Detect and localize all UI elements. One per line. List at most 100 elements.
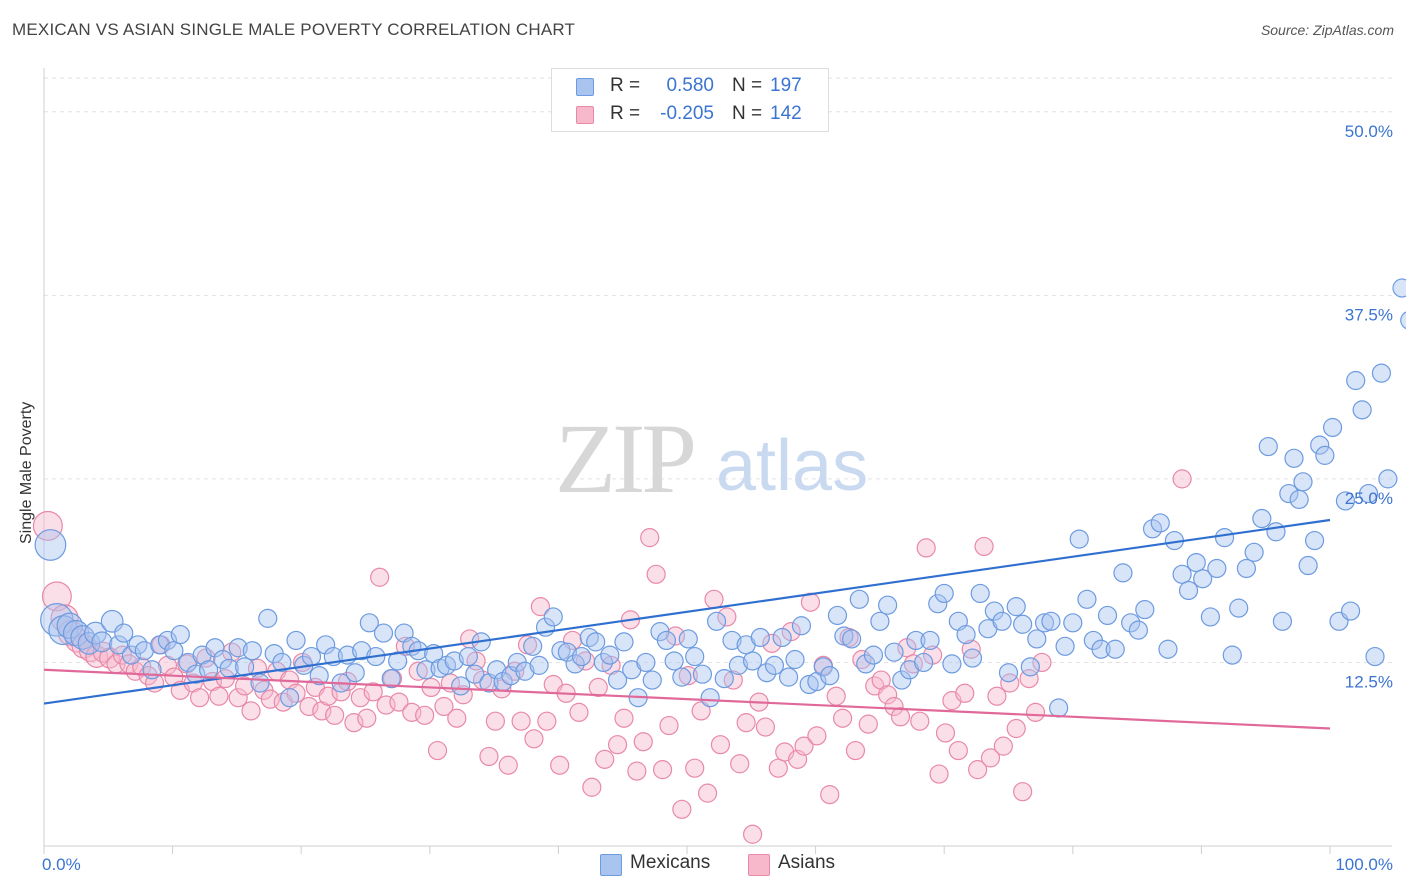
point-mexicans <box>1293 472 1313 492</box>
point-mexicans <box>1113 563 1133 583</box>
point-mexicans <box>1006 597 1026 617</box>
point-mexicans <box>258 608 278 628</box>
point-mexicans <box>1055 636 1075 656</box>
point-mexicans <box>565 654 585 674</box>
point-mexicans <box>1346 370 1366 391</box>
y-tick-label: 37.5% <box>1345 305 1393 324</box>
point-asians <box>993 736 1013 756</box>
point-asians <box>357 708 377 728</box>
point-mexicans <box>1077 589 1097 609</box>
point-asians <box>833 708 853 728</box>
point-mexicans <box>1193 569 1213 589</box>
legend-n-label: N = <box>732 103 763 124</box>
point-mexicans <box>956 624 976 645</box>
point-mexicans <box>1013 614 1033 634</box>
point-asians <box>41 581 72 612</box>
y-tick-label: 25.0% <box>1345 489 1393 508</box>
legend: R = 0.580 N = 197 R = -0.205 N = 142 <box>551 68 829 132</box>
point-asians <box>717 607 737 627</box>
point-mexicans <box>523 636 543 656</box>
y-tick-label: 50.0% <box>1345 122 1393 141</box>
point-asians <box>550 755 570 775</box>
point-asians <box>755 717 776 737</box>
point-mexicans <box>1279 483 1299 504</box>
point-asians <box>652 760 673 780</box>
point-asians <box>884 696 904 717</box>
point-mexicans <box>1244 542 1264 562</box>
point-mexicans <box>878 595 898 615</box>
point-mexicans <box>1222 645 1242 665</box>
point-asians <box>968 760 988 780</box>
point-asians <box>530 597 550 617</box>
point-mexicans <box>1371 363 1392 383</box>
bottom-legend-label: Mexicans <box>630 852 711 873</box>
point-mexicans <box>444 651 464 671</box>
point-asians <box>569 702 589 722</box>
point-asians <box>607 735 628 755</box>
point-asians <box>697 783 718 803</box>
point-mexicans <box>543 607 563 627</box>
point-mexicans <box>842 629 862 649</box>
point-mexicans <box>1200 607 1221 627</box>
point-mexicans <box>250 673 270 693</box>
point-mexicans <box>757 663 777 683</box>
point-mexicans <box>515 661 535 681</box>
point-asians <box>344 713 364 733</box>
point-mexicans <box>465 664 485 684</box>
source-label: Source: ZipAtlas.com <box>1260 22 1394 38</box>
watermark-zip: ZIP <box>555 403 693 514</box>
point-asians <box>511 711 531 731</box>
point-mexicans <box>678 629 698 649</box>
point-asians <box>742 824 763 844</box>
point-mexicans <box>884 642 904 662</box>
point-asians <box>1025 702 1046 722</box>
point-asians <box>794 736 814 756</box>
point-asians <box>588 677 608 698</box>
point-asians <box>447 708 467 728</box>
legend-r-label: R = <box>610 103 641 124</box>
point-asians <box>672 799 692 819</box>
point-asians <box>916 538 936 558</box>
legend-n-label: N = <box>732 75 763 96</box>
point-mexicans <box>614 632 634 652</box>
point-asians <box>762 633 782 653</box>
point-asians <box>485 711 505 731</box>
point-mexicans <box>1027 629 1047 649</box>
y-tick-label: 12.5% <box>1345 672 1393 691</box>
point-mexicans <box>1128 620 1148 640</box>
point-asians <box>389 692 409 712</box>
point-mexicans <box>1236 558 1257 579</box>
point-mexicans <box>272 652 292 673</box>
point-mexicans <box>345 663 365 683</box>
point-mexicans <box>1158 639 1178 659</box>
bottom-legend: Mexicans Asians <box>0 852 1406 876</box>
point-mexicans <box>863 645 884 665</box>
point-mexicans <box>91 631 113 653</box>
point-mexicans <box>186 664 206 684</box>
point-asians <box>736 713 756 733</box>
point-asians <box>325 705 345 725</box>
point-mexicans <box>487 660 507 680</box>
point-asians <box>370 567 390 587</box>
point-asians <box>826 686 846 706</box>
legend-n-value: 197 <box>770 75 802 96</box>
point-asians <box>318 686 338 706</box>
point-mexicans <box>381 668 401 689</box>
point-asians <box>710 735 731 755</box>
point-mexicans <box>920 630 940 651</box>
point-asians <box>209 686 229 706</box>
point-asians <box>980 748 1001 768</box>
point-asians <box>730 754 750 774</box>
point-mexicans <box>1049 698 1069 718</box>
point-mexicans <box>672 667 692 687</box>
point-mexicans <box>685 646 705 667</box>
point-mexicans <box>205 638 225 658</box>
point-mexicans <box>170 624 190 645</box>
point-mexicans <box>942 654 962 674</box>
point-asians <box>948 740 968 761</box>
point-asians <box>640 528 660 548</box>
trend-line-mexicans <box>43 518 1331 705</box>
point-mexicans <box>1097 605 1118 626</box>
point-mexicans <box>34 529 67 561</box>
tick-labels: 12.5% 25.0% 37.5% 50.0% 0.0% 100.0% <box>42 122 1393 874</box>
